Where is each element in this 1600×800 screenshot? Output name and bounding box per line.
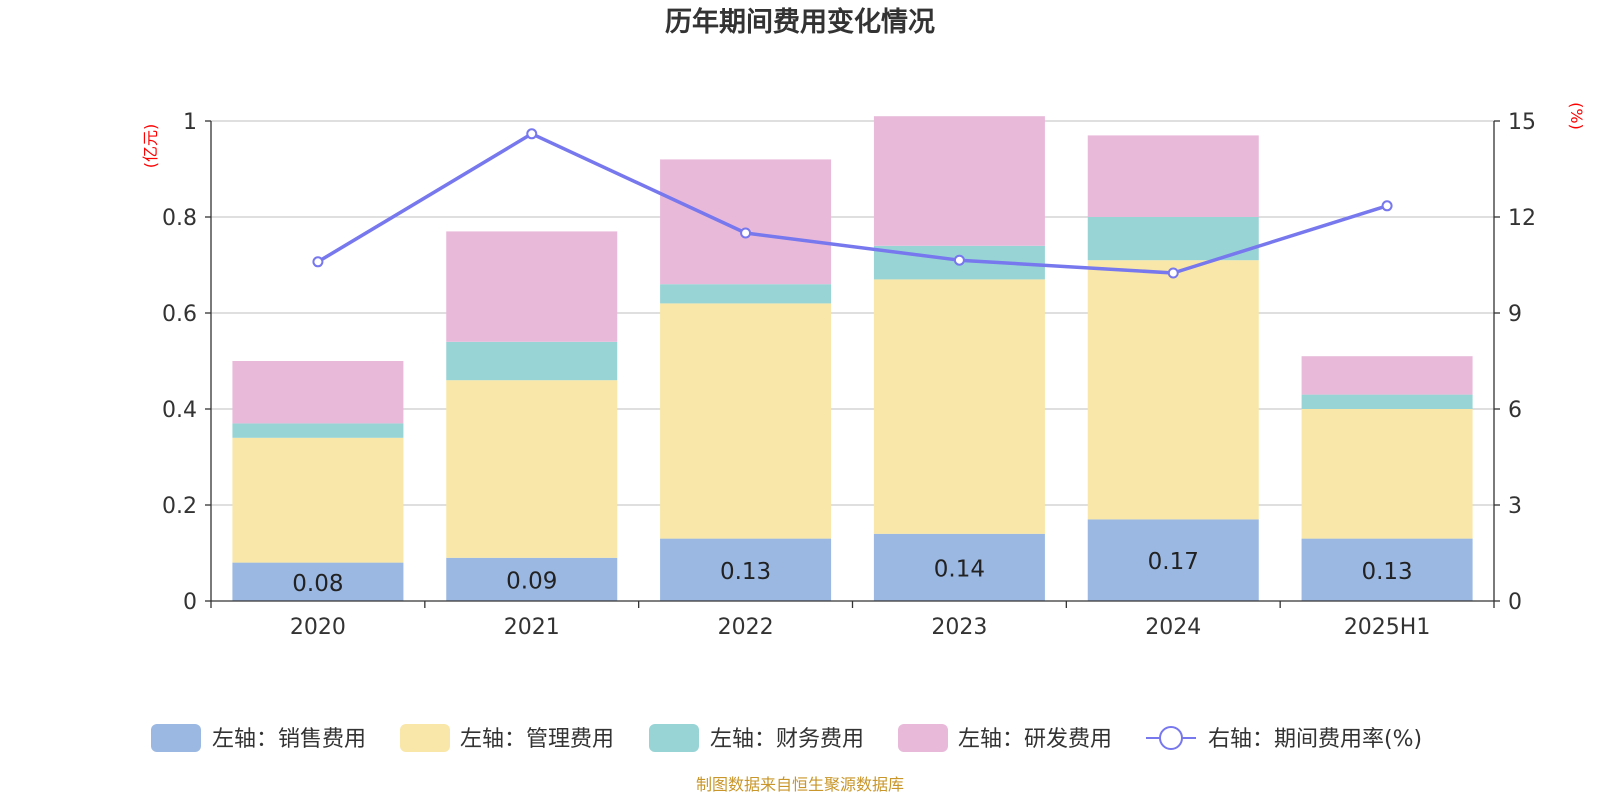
rate-line [312,128,1393,279]
bar-1-2025H1 [1301,538,1473,601]
bar-3-2024 [1087,217,1259,261]
bar-2-2021 [446,380,618,558]
legend-swatch [898,724,948,752]
right-axis-unit: (%) [1567,102,1586,130]
bar-1-2024 [1087,519,1259,601]
legend-item-label: 左轴：财务费用 [710,727,864,752]
bar-2-2024 [1087,260,1259,520]
right-tick-label: 0 [1508,590,1522,615]
x-tick-label: 2024 [1145,615,1201,640]
bar-2-2025H1 [1301,409,1473,539]
right-tick-label: 9 [1508,302,1522,327]
legend-item-label: 左轴：研发费用 [958,727,1112,752]
bar-1-2023 [873,533,1045,601]
chart-title: 历年期间费用变化情况 [665,6,935,38]
bar-data-label: 0.17 [1148,549,1199,575]
rate-point [526,128,538,140]
right-tick-label: 6 [1508,398,1522,423]
legend-item-label: 右轴：期间费用率(%) [1208,727,1422,752]
x-tick-label: 2021 [504,615,560,640]
legend-swatch [649,724,699,752]
left-tick-label: 0.4 [162,398,197,423]
legend-swatch [151,724,201,752]
bar-data-label: 0.13 [1361,559,1412,585]
bars: 0.08 0.09 0.13 0.14 0.17 0.13 [232,116,1473,601]
rate-point [1167,267,1179,279]
bar-1-2020 [232,562,404,601]
bar-4-2024 [1087,135,1259,217]
right-tick-label: 12 [1508,206,1536,231]
bar-4-2020 [232,361,404,424]
legend-swatch [400,724,450,752]
rate-point [740,227,752,239]
bar-data-label: 0.09 [506,568,557,594]
axes: 0 0.2 0.4 0.6 0.8 1 0 3 6 9 12 15 2020 2021 2022 2023 20… [162,110,1536,640]
legend: 左轴：销售费用 左轴：管理费用 左轴：财务费用 左轴：研发费用 右轴：期间费用率(%) [151,724,1422,752]
bar-1-2021 [446,557,618,601]
bar-1-2022 [660,538,832,601]
right-tick-label: 3 [1508,494,1522,519]
left-tick-label: 0.6 [162,302,197,327]
bar-data-label: 0.14 [934,556,985,582]
bar-4-2022 [660,159,832,285]
legend-item-label: 左轴：管理费用 [460,727,614,752]
bar-3-2022 [660,284,832,304]
left-tick-label: 0.2 [162,494,197,519]
rate-polyline [317,132,1388,275]
bar-4-2023 [873,116,1045,246]
x-tick-label: 2022 [718,615,774,640]
bar-2-2020 [232,437,404,563]
bar-data-label: 0.13 [720,559,771,585]
x-tick-label: 2025H1 [1344,615,1431,640]
right-tick-label: 15 [1508,110,1536,135]
bar-3-2020 [232,423,404,438]
rate-point [312,256,324,268]
bar-2-2022 [660,303,832,539]
left-tick-label: 0 [183,590,197,615]
x-tick-label: 2020 [290,615,346,640]
rate-point [1381,200,1393,212]
left-tick-label: 1 [183,110,197,135]
left-tick-label: 0.8 [162,206,197,231]
legend-marker [1159,726,1183,750]
bar-4-2021 [446,231,618,342]
bar-data-label: 0.08 [292,571,343,597]
bar-2-2023 [873,279,1045,534]
grid [211,120,1494,506]
rate-point [953,254,965,266]
left-axis-unit: (亿元) [141,124,160,169]
bar-3-2021 [446,341,618,381]
legend-item-label: 左轴：销售费用 [212,727,366,752]
x-tick-label: 2023 [931,615,987,640]
bar-3-2025H1 [1301,394,1473,409]
bar-4-2025H1 [1301,356,1473,395]
data-source: 制图数据来自恒生聚源数据库 [696,775,904,794]
